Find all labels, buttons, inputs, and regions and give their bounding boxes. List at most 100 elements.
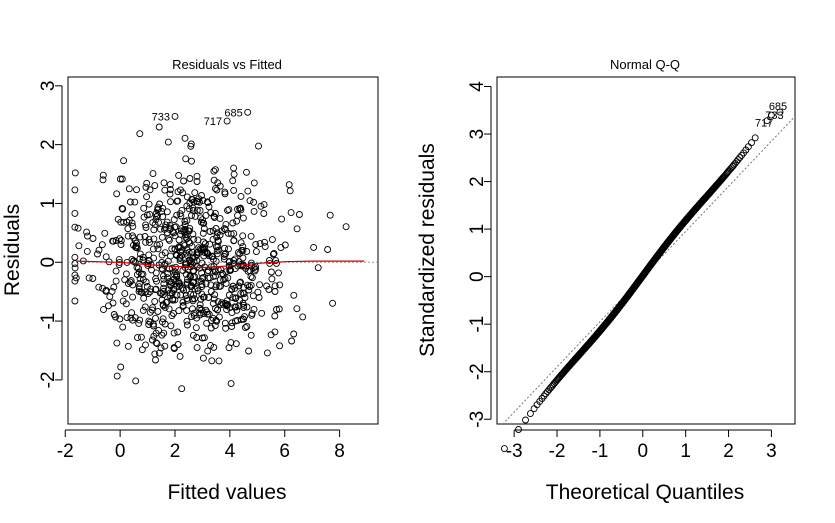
data-point — [278, 215, 286, 223]
data-point — [218, 227, 226, 235]
data-point — [200, 238, 207, 246]
data-point — [199, 244, 207, 252]
data-point — [180, 286, 188, 294]
data-point — [113, 372, 121, 380]
data-point — [142, 221, 150, 229]
data-point — [148, 336, 156, 344]
point-label: 685 — [224, 107, 242, 119]
data-point — [163, 208, 171, 216]
data-point — [102, 253, 110, 261]
data-point — [118, 175, 126, 183]
data-point — [190, 198, 198, 206]
data-points — [71, 108, 350, 393]
data-point — [168, 245, 176, 253]
data-point — [185, 248, 193, 256]
data-point — [183, 295, 191, 303]
data-point — [248, 310, 256, 318]
data-point — [177, 227, 185, 235]
data-point — [143, 179, 151, 187]
data-point — [198, 269, 206, 277]
data-point — [522, 416, 529, 424]
data-point — [110, 283, 118, 291]
data-point — [181, 134, 189, 142]
data-point — [293, 305, 301, 313]
data-point — [187, 142, 195, 150]
data-point — [125, 185, 133, 193]
data-point — [295, 211, 303, 218]
data-point — [216, 276, 224, 284]
data-point — [200, 219, 208, 227]
y-tick-label: 1 — [38, 198, 59, 209]
data-point — [199, 196, 207, 204]
data-point — [145, 200, 153, 208]
data-point — [199, 354, 207, 362]
highlighted-point — [767, 111, 775, 119]
data-point — [149, 245, 157, 253]
x-axis-title: Fitted values — [167, 481, 286, 504]
data-point — [167, 198, 174, 206]
data-point — [161, 249, 169, 257]
data-point — [150, 332, 158, 340]
data-point — [256, 240, 264, 248]
data-point — [179, 301, 187, 309]
data-point — [193, 334, 201, 341]
data-point — [171, 245, 179, 253]
data-point — [183, 235, 191, 243]
data-point — [206, 240, 214, 248]
data-point — [241, 324, 249, 332]
data-point — [211, 291, 219, 299]
data-point — [112, 267, 120, 275]
data-point — [182, 155, 190, 163]
data-point — [258, 309, 266, 317]
data-point — [150, 322, 157, 330]
data-point — [748, 139, 755, 147]
data-point — [211, 322, 219, 330]
data-point — [135, 283, 143, 291]
data-point — [119, 323, 127, 331]
data-point — [217, 301, 225, 309]
data-point — [314, 264, 322, 272]
data-point — [232, 294, 240, 302]
data-point — [191, 273, 199, 281]
data-point — [180, 177, 188, 185]
data-point — [166, 190, 174, 198]
data-point — [229, 177, 237, 185]
data-point — [188, 313, 196, 321]
data-point — [196, 304, 204, 312]
data-point — [230, 170, 238, 178]
data-point — [128, 255, 136, 263]
data-point — [186, 199, 194, 207]
highlighted-point — [223, 117, 231, 125]
y-tick-label: 3 — [467, 129, 488, 140]
data-point — [224, 229, 232, 237]
data-point — [267, 268, 275, 276]
x-tick-label: 6 — [279, 441, 290, 462]
data-point — [166, 186, 174, 193]
data-point — [146, 210, 154, 218]
data-point — [140, 213, 148, 221]
data-point — [154, 245, 162, 253]
data-point — [255, 294, 263, 301]
data-point — [186, 272, 194, 280]
data-point — [160, 288, 167, 295]
data-point — [194, 284, 201, 292]
data-point — [117, 237, 125, 244]
data-point — [140, 204, 148, 212]
data-point — [174, 328, 182, 336]
x-tick-label: 0 — [115, 441, 126, 462]
data-point — [158, 296, 166, 304]
data-point — [143, 193, 151, 201]
data-point — [239, 214, 247, 222]
data-point — [145, 321, 153, 328]
data-point — [175, 278, 183, 286]
data-point — [169, 296, 177, 304]
data-point — [222, 220, 230, 228]
x-tick-label: 8 — [334, 441, 345, 462]
data-point — [155, 326, 163, 334]
data-point — [132, 377, 140, 385]
data-point — [271, 312, 279, 320]
data-point — [154, 308, 162, 315]
data-point — [71, 297, 79, 305]
